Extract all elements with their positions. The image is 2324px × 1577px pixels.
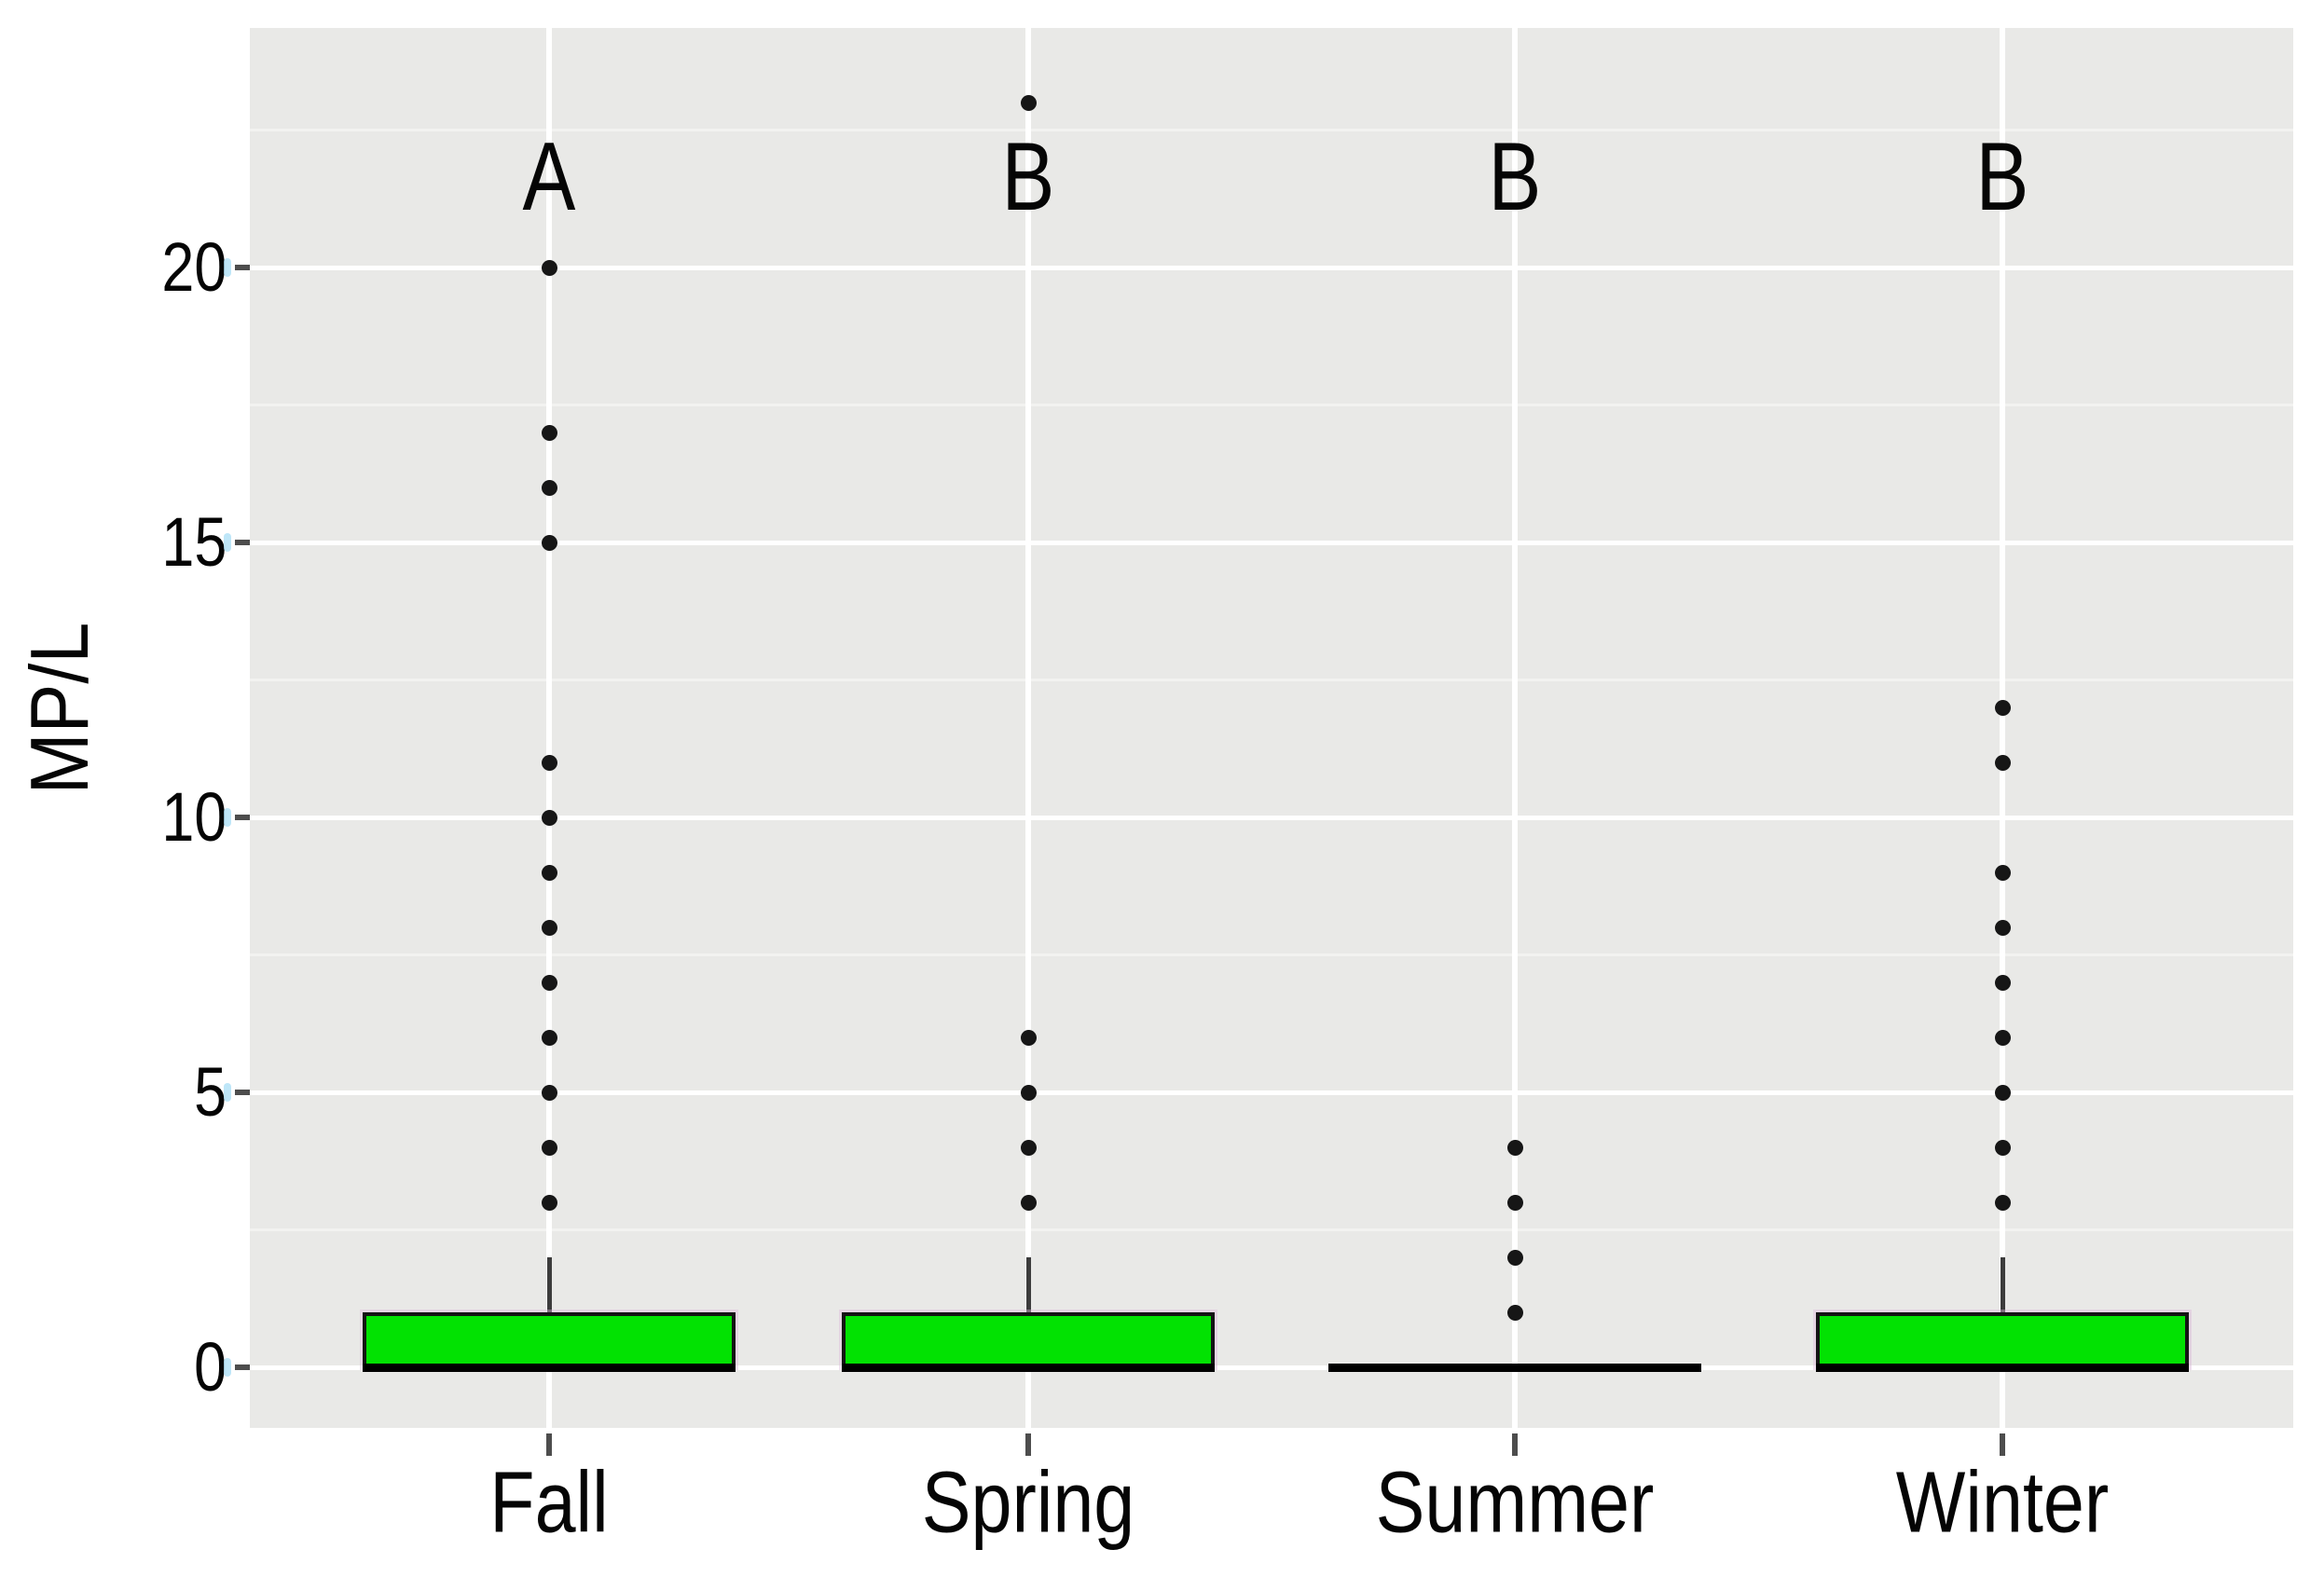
outlier-spring-3 [1020, 1194, 1037, 1211]
outlier-spring-6 [1020, 1029, 1037, 1046]
y-tick-mark-0 [235, 1364, 250, 1370]
outlier-winter-12 [1994, 699, 2011, 716]
gridline-major-y-0 [250, 1364, 2293, 1370]
median-line-winter [1816, 1363, 2189, 1372]
outlier-fall-4 [541, 1139, 557, 1156]
outlier-fall-6 [541, 1029, 557, 1046]
outlier-fall-15 [541, 534, 557, 551]
outlier-winter-7 [1994, 974, 2011, 991]
x-tick-label-winter: Winter [1895, 1453, 2110, 1551]
y-tick-label-5: 5 [194, 1053, 227, 1131]
gridline-vertical-winter [2000, 28, 2005, 1428]
outlier-summer-3 [1506, 1194, 1523, 1211]
y-tick-accent-20 [224, 258, 231, 277]
gridline-major-y-10 [250, 815, 2293, 820]
outlier-winter-5 [1994, 1084, 2011, 1101]
whisker-upper-spring [1025, 1257, 1031, 1312]
x-tick-mark-summer [1512, 1433, 1518, 1456]
gridline-minor-y-2.5 [250, 1228, 2293, 1231]
outlier-spring-5 [1020, 1084, 1037, 1101]
gridline-minor-y-17.5 [250, 404, 2293, 406]
outlier-fall-17 [541, 424, 557, 441]
outlier-fall-8 [541, 919, 557, 936]
y-tick-accent-10 [224, 808, 231, 827]
outlier-summer-2 [1506, 1249, 1523, 1266]
y-tick-label-0: 0 [194, 1328, 227, 1406]
x-tick-mark-fall [546, 1433, 552, 1456]
y-axis-title: MP/L [13, 622, 105, 795]
gridline-major-y-15 [250, 540, 2293, 545]
outlier-fall-9 [541, 864, 557, 881]
gridline-minor-y-22.5 [250, 129, 2293, 131]
gridline-minor-y-7.5 [250, 953, 2293, 956]
outlier-winter-3 [1994, 1194, 2011, 1211]
significance-letter-winter: B [1975, 123, 2029, 231]
outlier-winter-11 [1994, 754, 2011, 771]
gridline-major-y-5 [250, 1090, 2293, 1095]
x-tick-mark-spring [1025, 1433, 1031, 1456]
whisker-upper-fall [546, 1257, 552, 1312]
y-tick-label-10: 10 [161, 778, 227, 856]
gridline-vertical-summer [1512, 28, 1518, 1428]
gridline-minor-y-12.5 [250, 679, 2293, 681]
y-tick-label-15: 15 [161, 503, 227, 581]
significance-letter-summer: B [1488, 123, 1542, 231]
gridline-vertical-spring [1025, 28, 1031, 1428]
whisker-upper-winter [2000, 1257, 2005, 1312]
gridline-vertical-fall [546, 28, 552, 1428]
y-tick-accent-5 [224, 1083, 231, 1102]
box-spring [842, 1312, 1215, 1367]
median-line-spring [842, 1363, 1215, 1372]
box-winter [1816, 1312, 2189, 1367]
outlier-summer-4 [1506, 1139, 1523, 1156]
y-tick-mark-10 [235, 815, 250, 820]
outlier-fall-20 [541, 259, 557, 276]
outlier-fall-10 [541, 809, 557, 826]
outlier-winter-4 [1994, 1139, 2011, 1156]
box-fall [363, 1312, 736, 1367]
outlier-fall-16 [541, 479, 557, 496]
outlier-winter-9 [1994, 864, 2011, 881]
outlier-spring-23 [1020, 94, 1037, 111]
y-tick-accent-0 [224, 1358, 231, 1377]
significance-letter-spring: B [1001, 123, 1055, 231]
y-tick-mark-15 [235, 540, 250, 545]
plot-panel [250, 28, 2293, 1428]
x-tick-mark-winter [2000, 1433, 2005, 1456]
outlier-winter-6 [1994, 1029, 2011, 1046]
outlier-winter-8 [1994, 919, 2011, 936]
outlier-summer-1 [1506, 1304, 1523, 1321]
x-tick-label-spring: Spring [921, 1453, 1135, 1551]
y-tick-mark-5 [235, 1090, 250, 1095]
y-tick-accent-15 [224, 533, 231, 552]
outlier-fall-7 [541, 974, 557, 991]
outlier-fall-11 [541, 754, 557, 771]
gridline-major-y-20 [250, 265, 2293, 270]
outlier-fall-5 [541, 1084, 557, 1101]
outlier-spring-4 [1020, 1139, 1037, 1156]
x-tick-label-summer: Summer [1375, 1453, 1655, 1551]
median-line-fall [363, 1363, 736, 1372]
y-tick-label-20: 20 [161, 228, 227, 306]
x-tick-label-fall: Fall [489, 1453, 609, 1551]
median-line-summer [1328, 1363, 1701, 1372]
y-tick-mark-20 [235, 265, 250, 270]
significance-letter-fall: A [522, 123, 576, 231]
outlier-fall-3 [541, 1194, 557, 1211]
